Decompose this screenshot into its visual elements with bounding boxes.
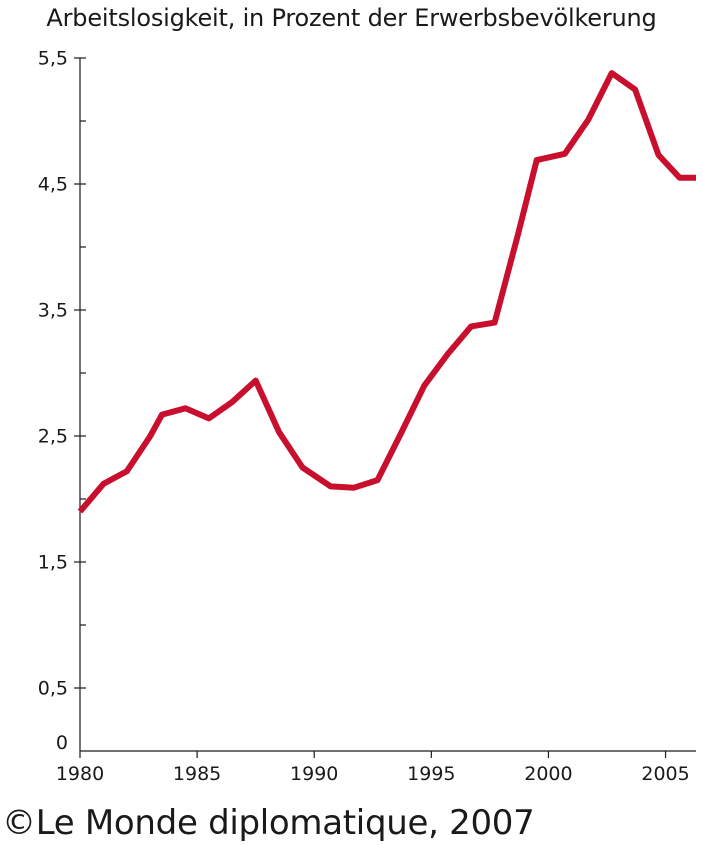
x-tick-label: 1995 [407, 763, 455, 785]
y-tick-label: 0 [56, 732, 68, 754]
x-tick-label: 2005 [641, 763, 689, 785]
copyright-credit: ©Le Monde diplomatique, 2007 [2, 803, 535, 843]
y-tick-label: 0,5 [38, 678, 68, 700]
y-tick-label: 1,5 [38, 552, 68, 574]
y-tick-label: 4,5 [38, 174, 68, 196]
y-tick-label: 2,5 [38, 426, 68, 448]
chart-title: Arbeitslosigkeit, in Prozent der Erwerbs… [46, 4, 657, 32]
tick-labels: 0 0,5 1,5 2,5 3,5 4,5 5,5 1980 1985 1990 1995 2000 2… [38, 48, 690, 786]
x-tick-label: 1990 [290, 763, 338, 785]
ticks [74, 57, 667, 758]
y-tick-label: 3,5 [38, 300, 68, 322]
series-group [77, 70, 697, 514]
y-tick-label: 5,5 [38, 48, 68, 70]
x-tick-label: 1980 [56, 763, 104, 785]
series-line [77, 70, 696, 514]
x-tick-label: 2000 [524, 763, 572, 785]
axes [79, 58, 696, 752]
x-tick-label: 1985 [173, 763, 221, 785]
